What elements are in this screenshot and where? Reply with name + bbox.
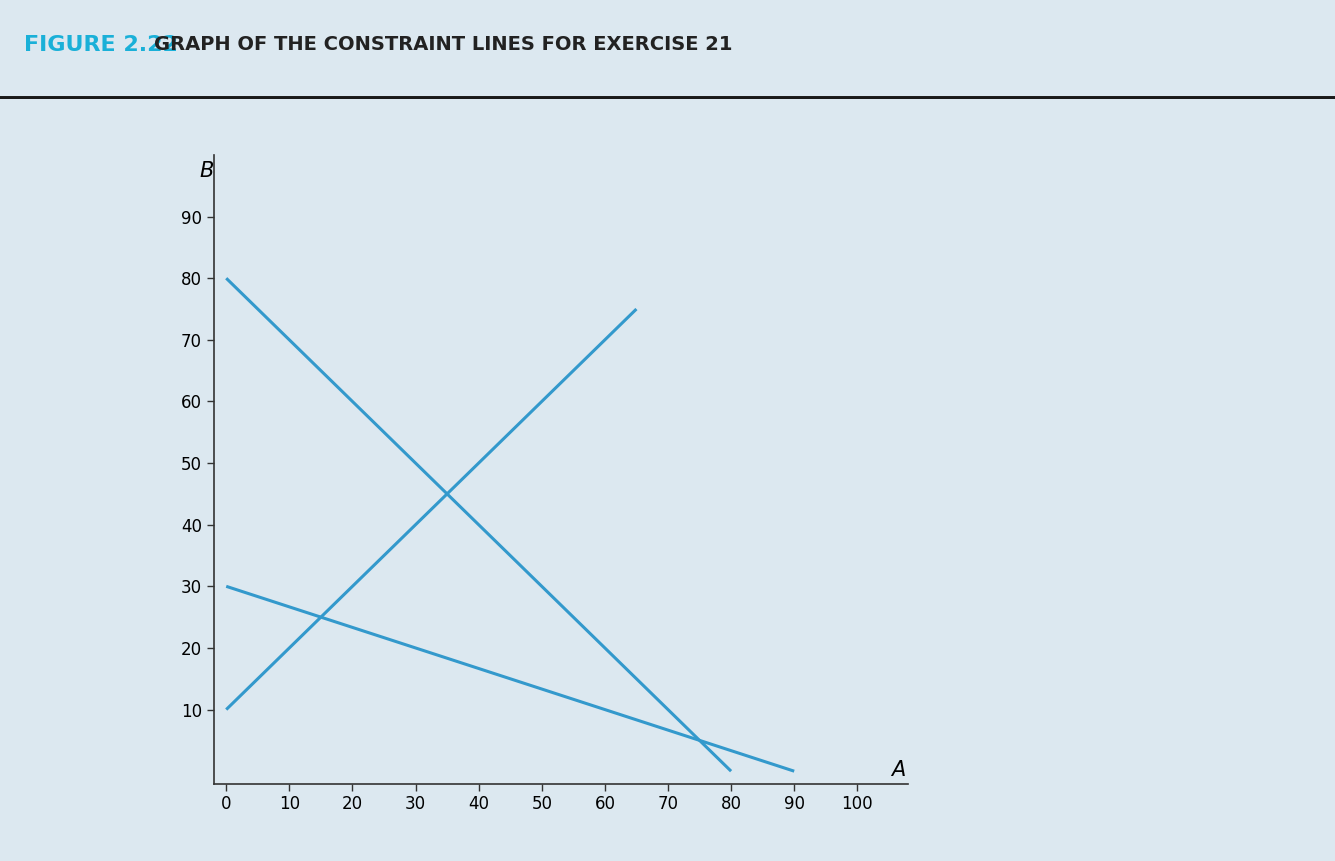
Text: B: B (199, 161, 214, 181)
Text: A: A (890, 760, 905, 780)
Text: FIGURE 2.22: FIGURE 2.22 (24, 34, 178, 54)
Text: GRAPH OF THE CONSTRAINT LINES FOR EXERCISE 21: GRAPH OF THE CONSTRAINT LINES FOR EXERCI… (154, 35, 732, 54)
